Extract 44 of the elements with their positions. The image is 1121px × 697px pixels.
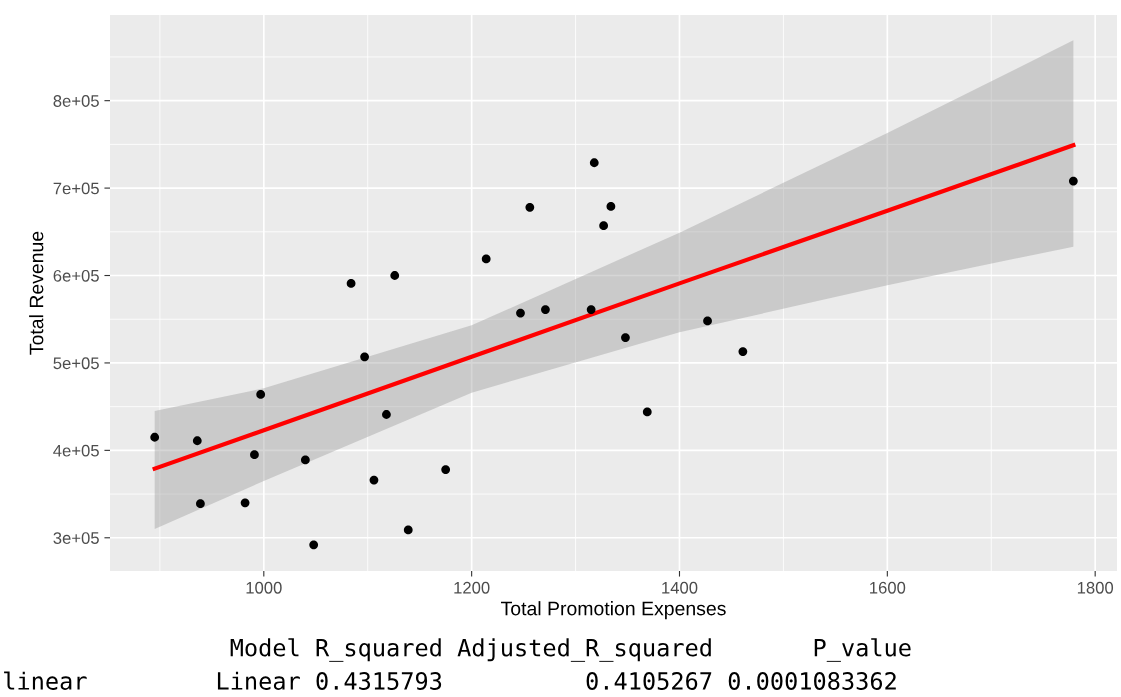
point: [390, 271, 400, 280]
point: [256, 390, 266, 399]
text: Model R_squared Adjusted_R_squared P_value: [230, 638, 911, 662]
x-tick-label: 1600: [870, 581, 906, 594]
x-tick-label: 1400: [662, 581, 698, 594]
y-axis-title: Total Revenue: [29, 231, 44, 355]
point: [300, 455, 310, 465]
point: [738, 347, 748, 356]
point: [346, 278, 356, 288]
point: [240, 498, 250, 508]
x-tick-label: 1200: [454, 581, 490, 594]
point: [481, 254, 491, 264]
y-tick-label: 6e+05: [53, 269, 99, 282]
y-tick-label: 3e+05: [53, 532, 99, 544]
y-tick-label: 7e+05: [53, 182, 99, 195]
point: [606, 202, 616, 211]
point: [150, 432, 160, 442]
point: [525, 202, 535, 212]
line-series: [152, 143, 1076, 471]
y-tick-label: 5e+05: [53, 357, 99, 370]
point: [1068, 176, 1078, 186]
point: [703, 316, 712, 326]
point: [586, 305, 596, 314]
point: [589, 158, 599, 168]
x-tick-label: 1000: [246, 581, 282, 594]
point: [516, 308, 525, 318]
point: [642, 407, 652, 417]
text: linear Linear 0.4315793 0.4105267 0.0001083362: [4, 671, 896, 690]
point: [541, 305, 550, 314]
point: [360, 352, 369, 362]
point: [599, 221, 609, 231]
point: [369, 475, 379, 485]
y-tick-label: 8e+05: [53, 95, 99, 107]
point: [441, 465, 451, 474]
point: [621, 333, 630, 342]
point: [403, 525, 413, 535]
point: [309, 540, 319, 550]
y-tick-label: 4e+05: [53, 444, 99, 457]
point: [196, 499, 205, 509]
point: [382, 410, 391, 419]
point: [250, 450, 259, 460]
x-tick-label: 1800: [1077, 581, 1114, 594]
point: [192, 436, 202, 446]
x-axis-title: Total Promotion Expenses: [501, 601, 726, 620]
